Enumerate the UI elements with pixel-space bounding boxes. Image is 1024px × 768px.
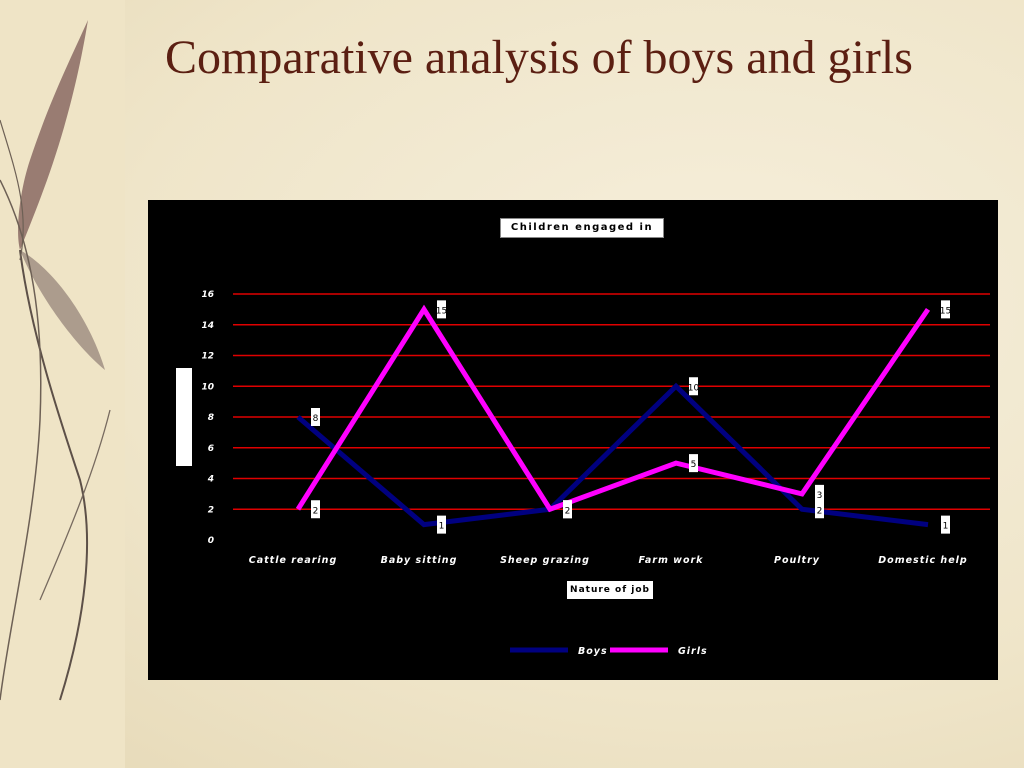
y-tick-label: 10 [201, 382, 214, 392]
y-axis-title [176, 368, 192, 466]
series-line-girls [295, 304, 931, 513]
data-label: 2 [565, 506, 571, 516]
data-label: 8 [313, 414, 319, 424]
data-label-bg [311, 500, 320, 519]
data-label-bg [815, 500, 824, 519]
data-label-bg [437, 515, 446, 534]
data-label-bg [941, 300, 950, 319]
data-label: 15 [940, 306, 951, 316]
y-tick-label: 2 [208, 505, 214, 515]
data-label: 2 [817, 506, 823, 516]
slide-title: Comparative analysis of boys and girls [165, 31, 913, 84]
data-label-bg [689, 454, 698, 473]
y-tick-label: 16 [201, 290, 214, 300]
data-label-bg [815, 484, 824, 503]
data-label: 15 [436, 306, 447, 316]
data-label: 3 [817, 491, 823, 501]
x-tick-label: Baby sitting [381, 555, 458, 566]
series-line-boys [296, 382, 929, 528]
y-tick-label: 4 [207, 475, 214, 485]
x-tick-label: Farm work [638, 555, 703, 566]
data-label-bg [563, 500, 572, 519]
data-label: 10 [688, 383, 700, 393]
y-tick-label: 8 [208, 413, 214, 423]
y-tick-label: 6 [208, 444, 214, 454]
y-tick-label: 14 [201, 321, 214, 331]
y-tick-label: 0 [208, 536, 214, 546]
data-label: 5 [691, 460, 697, 470]
legend-label-girls: Girls [678, 646, 708, 657]
data-label-bg [941, 515, 950, 534]
legend-label-boys: Boys [578, 646, 608, 657]
data-label: 1 [943, 522, 949, 532]
x-tick-label: Cattle rearing [249, 555, 338, 566]
data-label: 1 [439, 522, 445, 532]
chart-title: Children engaged in [500, 218, 664, 238]
x-axis-title: Nature of job [567, 581, 653, 599]
x-tick-label: Sheep grazing [500, 555, 590, 566]
leaf-decoration [0, 0, 125, 768]
x-tick-label: Domestic help [878, 555, 967, 566]
x-tick-label: Poultry [774, 555, 820, 566]
y-tick-label: 12 [201, 352, 214, 362]
data-label: 2 [313, 506, 319, 516]
data-label-bg [311, 408, 320, 426]
chart-panel: 0 2 4 6 8 10 12 14 16 Cattle rearing Baby sitting S… [148, 200, 998, 680]
data-label-bg [437, 300, 446, 319]
data-label-bg [689, 377, 698, 396]
